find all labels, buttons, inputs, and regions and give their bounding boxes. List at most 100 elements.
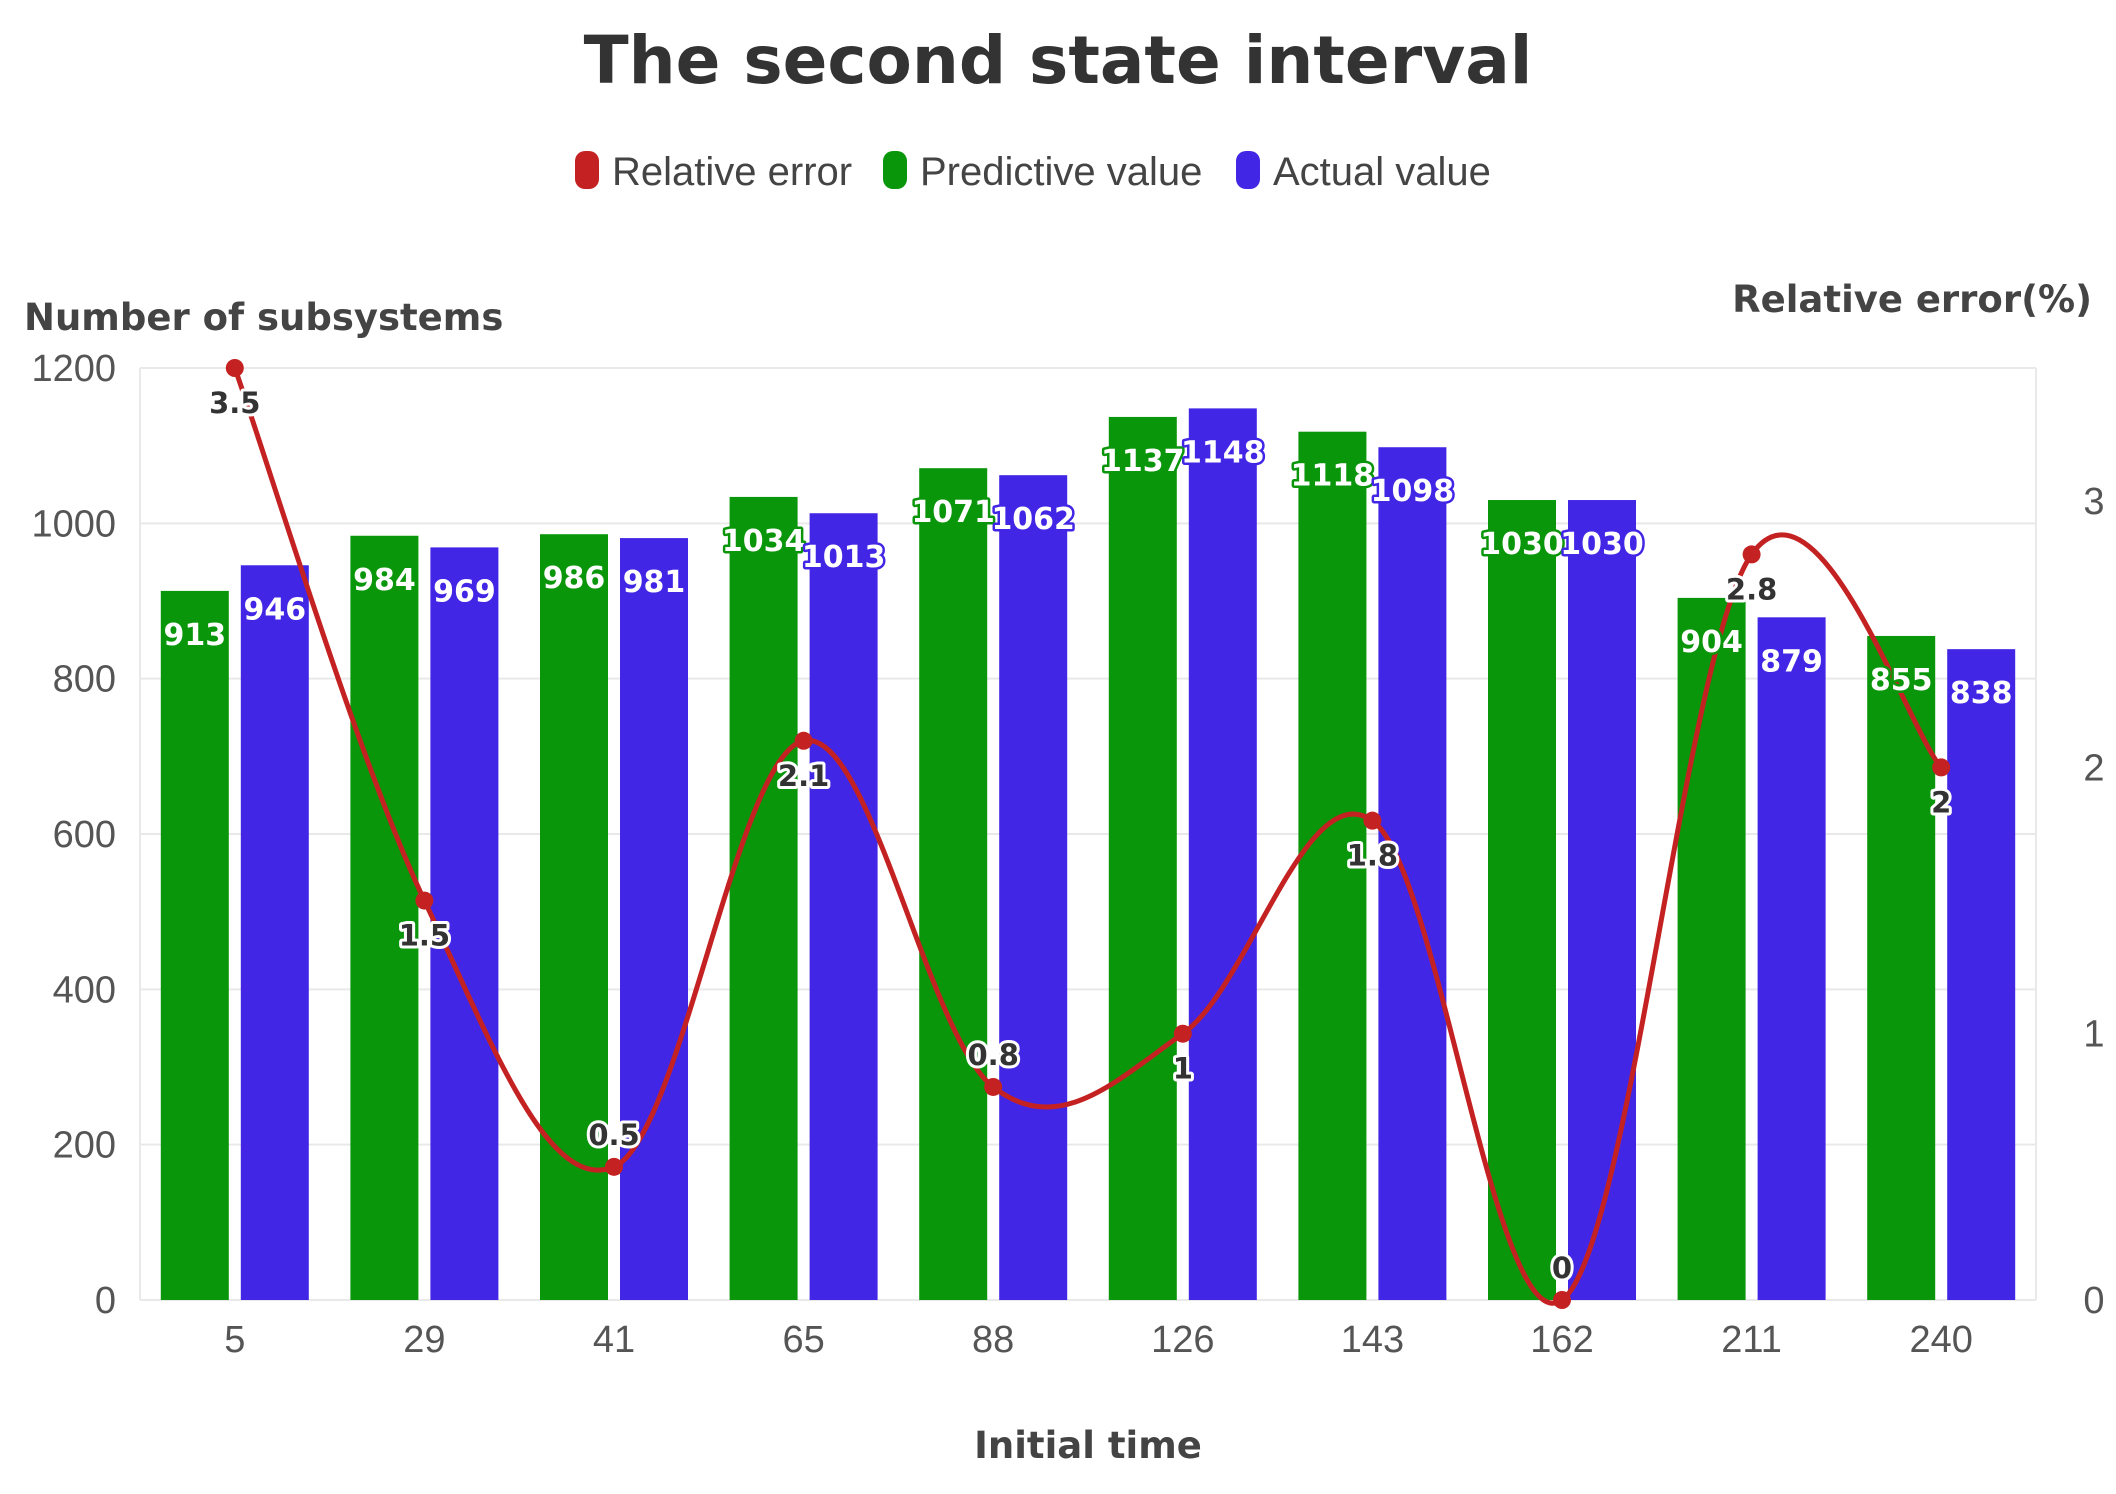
bar-label-actual-value: 969 [433,574,496,609]
x-tick-label: 29 [403,1319,445,1361]
relative-error-label: 2.8 [1726,572,1777,606]
error-line [225,359,1951,1309]
bar-actual-value[interactable] [1378,447,1447,1301]
relative-error-label: 1 [1173,1052,1193,1086]
bar-label-actual-value: 1030 [1560,527,1644,562]
relative-error-label: 0.5 [588,1118,639,1152]
legend: Relative error Predictive value Actual v… [575,150,1491,194]
bar-actual-value[interactable] [1188,408,1257,1300]
bar-label-predictive-value: 913 [163,618,226,653]
y2-tick-label: 2 [2083,747,2104,789]
relative-error-label: 0.8 [968,1038,1019,1072]
bar-predictive-value[interactable] [729,496,798,1301]
bar-label-predictive-value: 1030 [1480,527,1564,562]
x-tick-label: 126 [1151,1319,1214,1361]
legend-swatch-relative-error[interactable] [575,151,599,189]
relative-error-label: 1.5 [399,919,450,953]
bar-actual-value[interactable] [240,565,309,1300]
y-tick-label: 1000 [31,503,116,545]
relative-error-label: 0 [1552,1251,1572,1285]
y-tick-label: 200 [53,1125,116,1167]
relative-error-line [232,367,1944,1306]
y-tick-label: 400 [53,969,116,1011]
y-tick-label: 600 [53,814,116,856]
bar-label-predictive-value: 1071 [911,495,995,530]
bar-label-predictive-value: 1118 [1291,459,1375,494]
y2-axis-title: Relative error(%) [1732,278,2092,321]
bar-predictive-value[interactable] [1867,635,1936,1300]
relative-error-point[interactable] [1173,1024,1192,1043]
bar-label-predictive-value: 1034 [722,524,806,559]
x-tick-label: 143 [1341,1319,1404,1361]
bar-predictive-value[interactable] [919,468,988,1300]
gridlines [139,367,2037,1301]
bar-predictive-value[interactable] [350,535,419,1300]
y2-tick-label: 0 [2083,1280,2104,1322]
bar-predictive-value[interactable] [160,590,229,1300]
axes: 0 200 400 600 800 1000 1200 0 1 2 3 5 29 41 65 88 126 143… [31,348,2104,1361]
relative-error-label: 2.1 [778,759,829,793]
relative-error-point[interactable] [415,891,434,910]
legend-label-relative-error[interactable]: Relative error [612,150,852,194]
y-tick-label: 0 [95,1280,116,1322]
bar-actual-value[interactable] [1568,500,1636,1300]
x-tick-label: 88 [972,1319,1014,1361]
bar-actual-value[interactable] [620,538,688,1300]
bar-label-predictive-value: 1137 [1101,444,1185,479]
x-tick-label: 162 [1530,1319,1593,1361]
x-tick-label: 5 [224,1319,245,1361]
legend-label-predictive-value[interactable]: Predictive value [920,150,1202,194]
bar-predictive-value[interactable] [1677,597,1746,1300]
bar-label-predictive-value: 855 [1870,663,1933,698]
chart-title: The second state interval [584,22,1533,99]
legend-swatch-actual-value[interactable] [1236,151,1260,189]
y-tick-label: 800 [53,659,116,701]
x-tick-label: 240 [1909,1319,1972,1361]
relative-error-label: 3.5 [209,386,260,420]
bar-label-predictive-value: 904 [1680,625,1743,660]
bar-actual-value[interactable] [1757,617,1826,1300]
bar-label-actual-value: 1062 [991,502,1075,537]
bar-predictive-value[interactable] [1298,431,1367,1301]
relative-error-point[interactable] [1363,811,1382,830]
bar-label-actual-value: 1098 [1371,474,1455,509]
legend-swatch-predictive-value[interactable] [883,151,907,189]
relative-error-point[interactable] [1932,758,1951,777]
bar-predictive-value[interactable] [540,534,608,1300]
relative-error-label: 2 [1931,785,1951,819]
bar-label-actual-value: 838 [1950,676,2013,711]
bar-actual-value[interactable] [1947,649,2016,1300]
y-tick-label: 1200 [31,348,116,390]
bar-label-actual-value: 981 [623,565,686,600]
bars [160,408,2016,1301]
y2-tick-label: 3 [2083,481,2104,523]
y-axis-title: Number of subsystems [24,296,503,339]
legend-label-actual-value[interactable]: Actual value [1273,150,1491,194]
x-tick-label: 65 [782,1319,824,1361]
x-tick-label: 211 [1721,1319,1782,1361]
bar-label-predictive-value: 984 [353,563,416,598]
bar-actual-value[interactable] [430,547,499,1300]
bar-actual-value[interactable] [809,513,878,1300]
relative-error-point[interactable] [1742,545,1761,564]
bar-label-actual-value: 1148 [1181,435,1265,470]
relative-error-point[interactable] [794,731,813,750]
relative-error-label: 1.8 [1347,839,1398,873]
bar-label-predictive-value: 986 [543,561,606,596]
relative-error-point[interactable] [984,1077,1003,1096]
bar-label-actual-value: 1013 [802,540,886,575]
y2-tick-label: 1 [2083,1014,2104,1056]
relative-error-point[interactable] [1553,1291,1571,1309]
x-tick-label: 41 [593,1319,635,1361]
x-axis-title: Initial time [974,1424,1202,1467]
relative-error-point[interactable] [605,1157,623,1176]
bar-label-actual-value: 879 [1760,644,1823,679]
bar-predictive-value[interactable] [1108,416,1177,1300]
relative-error-point[interactable] [225,359,244,377]
bar-label-actual-value: 946 [243,592,306,627]
bar-predictive-value[interactable] [1488,500,1556,1300]
bar-actual-value[interactable] [999,475,1068,1300]
